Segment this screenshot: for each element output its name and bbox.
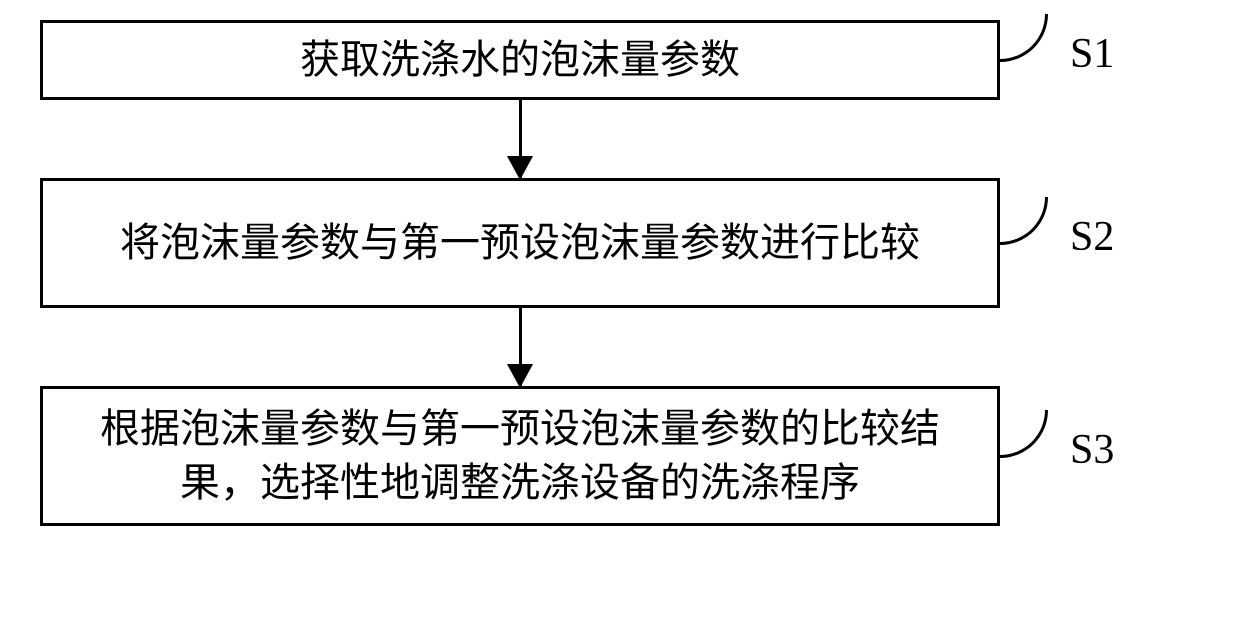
curve-3: [1000, 410, 1048, 458]
connector-2: S2: [1000, 219, 1114, 267]
arrow-1: [519, 100, 522, 178]
connector-1: S1: [1000, 36, 1114, 84]
arrow-wrap-2: [40, 308, 1000, 386]
curve-2: [1000, 197, 1048, 245]
step-text-1: 获取洗涤水的泡沫量参数: [300, 33, 740, 87]
step-label-3: S3: [1070, 426, 1114, 474]
step-box-2: 将泡沫量参数与第一预设泡沫量参数进行比较: [40, 178, 1000, 308]
curve-1: [1000, 14, 1048, 62]
step-box-1: 获取洗涤水的泡沫量参数: [40, 20, 1000, 100]
step-text-2: 将泡沫量参数与第一预设泡沫量参数进行比较: [120, 216, 920, 270]
step-row-2: 将泡沫量参数与第一预设泡沫量参数进行比较 S2: [40, 178, 1200, 308]
arrow-wrap-1: [40, 100, 1000, 178]
step-row-3: 根据泡沫量参数与第一预设泡沫量参数的比较结果，选择性地调整洗涤设备的洗涤程序 S…: [40, 386, 1200, 526]
step-box-3: 根据泡沫量参数与第一预设泡沫量参数的比较结果，选择性地调整洗涤设备的洗涤程序: [40, 386, 1000, 526]
arrow-2: [519, 308, 522, 386]
step-label-1: S1: [1070, 30, 1114, 78]
step-text-3: 根据泡沫量参数与第一预设泡沫量参数的比较结果，选择性地调整洗涤设备的洗涤程序: [63, 402, 977, 510]
connector-3: S3: [1000, 432, 1114, 480]
flowchart-container: 获取洗涤水的泡沫量参数 S1 将泡沫量参数与第一预设泡沫量参数进行比较 S2 根…: [40, 20, 1200, 526]
step-row-1: 获取洗涤水的泡沫量参数 S1: [40, 20, 1200, 100]
step-label-2: S2: [1070, 213, 1114, 261]
